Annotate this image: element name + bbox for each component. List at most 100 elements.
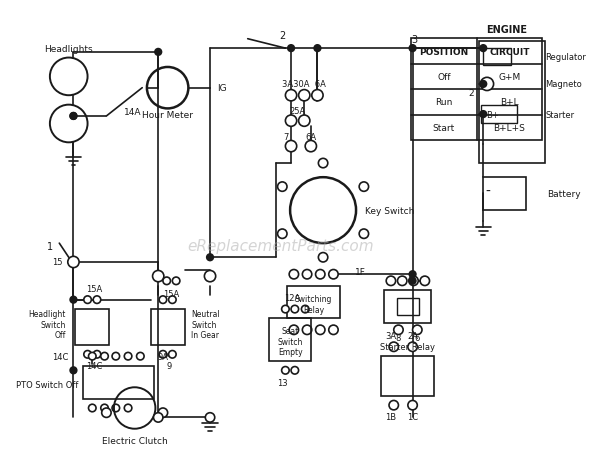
Text: Neutral: Neutral — [191, 310, 220, 319]
Text: eReplacementParts.com: eReplacementParts.com — [188, 239, 374, 254]
Bar — [150, 309, 185, 345]
Circle shape — [281, 367, 289, 374]
Circle shape — [112, 404, 120, 412]
Text: Headlights: Headlights — [44, 45, 93, 54]
Circle shape — [159, 296, 167, 304]
Circle shape — [305, 141, 316, 152]
Circle shape — [408, 342, 417, 352]
Text: Key Switch: Key Switch — [365, 206, 415, 215]
Circle shape — [155, 50, 162, 56]
Circle shape — [153, 413, 163, 422]
Text: 6A: 6A — [305, 133, 316, 142]
Circle shape — [316, 325, 325, 335]
Circle shape — [316, 270, 325, 280]
Circle shape — [412, 325, 422, 335]
Text: 14C: 14C — [86, 361, 102, 370]
Text: Switch: Switch — [191, 320, 217, 329]
Circle shape — [359, 183, 369, 192]
Text: Hour Meter: Hour Meter — [142, 110, 193, 119]
Text: CIRCUIT: CIRCUIT — [489, 47, 529, 56]
Circle shape — [205, 413, 215, 422]
Circle shape — [289, 325, 299, 335]
Circle shape — [409, 276, 418, 286]
Circle shape — [70, 113, 77, 120]
Bar — [480, 41, 545, 164]
Circle shape — [169, 296, 176, 304]
Text: 3A: 3A — [385, 331, 396, 340]
Text: 9: 9 — [167, 361, 172, 370]
Circle shape — [420, 276, 430, 286]
Text: Run: Run — [435, 98, 453, 107]
Circle shape — [291, 367, 299, 374]
Text: 1: 1 — [47, 241, 53, 252]
Circle shape — [394, 325, 403, 335]
Circle shape — [480, 81, 487, 88]
Text: 3: 3 — [411, 34, 418, 45]
Circle shape — [299, 90, 310, 101]
Text: G+M: G+M — [498, 73, 520, 82]
Circle shape — [204, 271, 216, 282]
Text: 3A30A  6A: 3A30A 6A — [282, 80, 326, 89]
Text: Starter Relay: Starter Relay — [381, 342, 435, 352]
Circle shape — [159, 351, 167, 358]
Circle shape — [101, 353, 109, 360]
Circle shape — [291, 306, 299, 313]
Circle shape — [84, 351, 91, 358]
Circle shape — [319, 253, 328, 263]
Circle shape — [277, 230, 287, 239]
Circle shape — [409, 46, 416, 52]
Circle shape — [93, 296, 101, 304]
Circle shape — [299, 116, 310, 127]
Text: Empty: Empty — [278, 347, 303, 356]
Circle shape — [301, 306, 309, 313]
Bar — [287, 286, 340, 319]
Circle shape — [398, 276, 407, 286]
Text: 1F: 1F — [355, 267, 366, 276]
Circle shape — [169, 351, 176, 358]
Text: 14C: 14C — [53, 352, 68, 361]
Text: 2A: 2A — [407, 331, 418, 340]
Circle shape — [172, 277, 180, 285]
Circle shape — [93, 351, 101, 358]
Text: 2: 2 — [468, 89, 474, 98]
Text: Switching: Switching — [295, 295, 332, 303]
Text: Magneto: Magneto — [545, 80, 582, 89]
Circle shape — [281, 306, 289, 313]
Circle shape — [70, 113, 77, 120]
Circle shape — [70, 297, 77, 303]
Circle shape — [302, 325, 312, 335]
Circle shape — [389, 401, 398, 410]
Text: ENGINE: ENGINE — [486, 25, 527, 35]
Bar — [483, 178, 526, 211]
Circle shape — [101, 408, 111, 418]
Bar — [270, 319, 311, 361]
Circle shape — [286, 116, 297, 127]
Text: 13: 13 — [277, 378, 288, 387]
Circle shape — [288, 46, 294, 52]
Circle shape — [480, 78, 494, 91]
Circle shape — [480, 46, 487, 52]
Text: Seat: Seat — [281, 326, 299, 336]
Text: IG: IG — [218, 84, 227, 93]
Text: B+L: B+L — [500, 98, 519, 107]
Text: 12A: 12A — [284, 294, 300, 302]
Circle shape — [319, 159, 328, 168]
Text: Switch: Switch — [41, 320, 66, 329]
Text: 14A: 14A — [124, 107, 142, 117]
Circle shape — [70, 367, 77, 374]
Text: Electric Clutch: Electric Clutch — [102, 436, 168, 445]
Circle shape — [386, 276, 396, 286]
Text: Headlight: Headlight — [28, 310, 66, 319]
Text: 1B: 1B — [385, 412, 396, 421]
Text: 25A: 25A — [290, 106, 306, 116]
Circle shape — [409, 278, 416, 285]
Bar — [411, 39, 542, 141]
Text: 15A: 15A — [86, 284, 102, 293]
Circle shape — [153, 271, 164, 282]
Text: Off: Off — [437, 73, 451, 82]
Circle shape — [312, 90, 323, 101]
Text: 1C: 1C — [407, 412, 418, 421]
Circle shape — [408, 401, 417, 410]
Circle shape — [329, 325, 338, 335]
Circle shape — [314, 46, 321, 52]
